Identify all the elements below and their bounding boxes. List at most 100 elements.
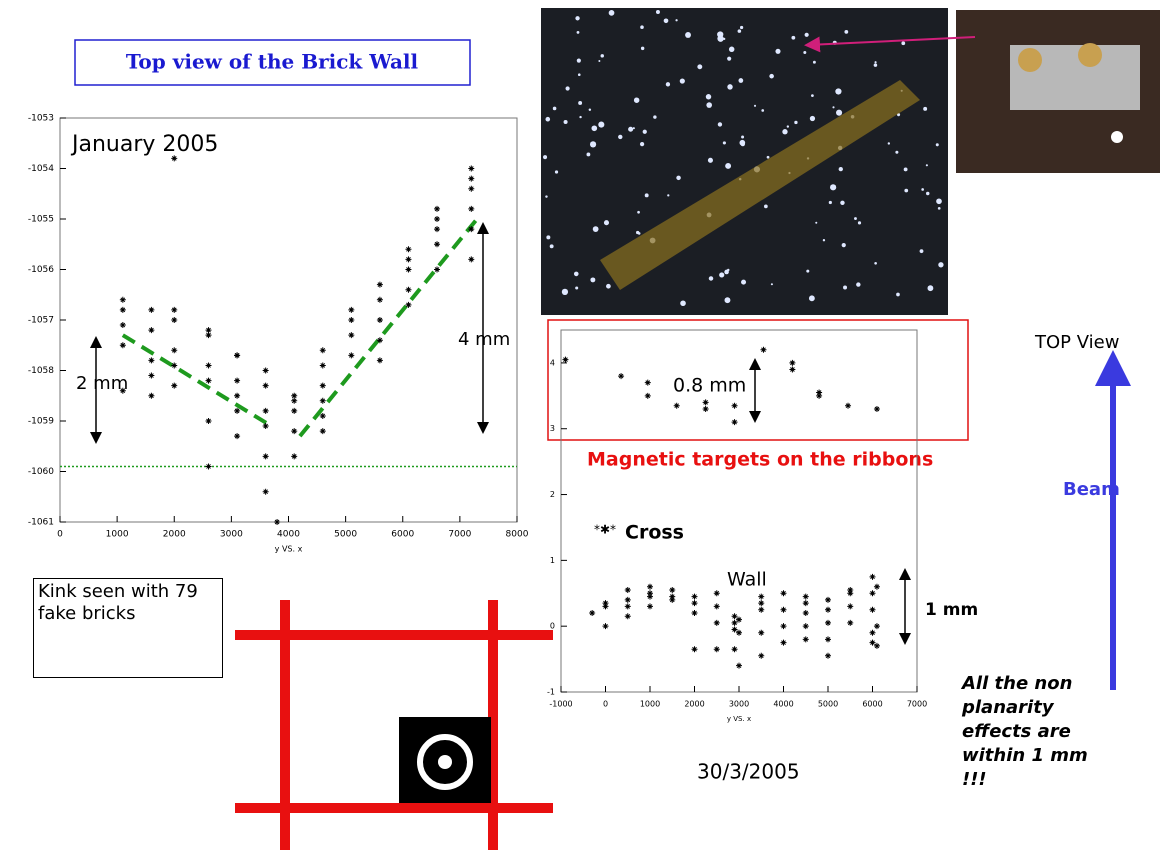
fit-line: [121, 333, 273, 428]
data-point: [736, 629, 742, 636]
data-point: [262, 453, 269, 460]
photo-light: [809, 115, 816, 122]
photo-light: [707, 157, 713, 163]
data-point: [691, 600, 698, 607]
x-tick-label: 8000: [506, 530, 529, 540]
data-point: [780, 639, 787, 646]
photo-light: [685, 32, 691, 38]
x-tick-label: 7000: [448, 530, 471, 540]
data-point: [780, 623, 787, 630]
photo-light: [923, 106, 928, 111]
data-point: [731, 619, 738, 626]
data-point: [713, 590, 720, 597]
data-point: [702, 405, 709, 412]
data-point: [702, 399, 709, 406]
data-point: [291, 428, 298, 435]
annotation: 2 mm: [76, 373, 128, 394]
photo-light: [741, 279, 747, 285]
data-point: [802, 610, 809, 617]
data-point: [348, 352, 355, 359]
data-point: [789, 366, 796, 373]
data-point: [845, 402, 852, 409]
photo-light: [606, 283, 611, 289]
photo-light: [600, 54, 604, 58]
data-point: [348, 317, 355, 323]
data-point: [847, 590, 854, 597]
data-point: [468, 256, 475, 263]
photo-light: [590, 277, 596, 283]
data-point: [234, 392, 241, 399]
photo-light: [857, 221, 862, 225]
data-point: [171, 306, 178, 313]
x-axis-label: y VS. x: [727, 715, 751, 723]
data-point: [234, 433, 241, 440]
data-point: [847, 619, 854, 626]
photo-light: [843, 285, 848, 290]
photo-light: [740, 141, 745, 147]
data-point: [731, 402, 738, 409]
data-point: [624, 613, 631, 620]
data-point: [171, 382, 178, 389]
data-point: [262, 367, 269, 374]
data-point: [825, 619, 831, 626]
photo-light: [679, 78, 685, 84]
photo-light: [770, 283, 773, 286]
x-tick-label: 6000: [862, 700, 882, 709]
photo-light: [806, 269, 810, 273]
photo-light: [903, 167, 908, 172]
data-point: [780, 606, 787, 613]
data-point: [647, 583, 653, 590]
photo-light: [628, 126, 634, 132]
data-point: [234, 352, 241, 359]
photo-light: [832, 106, 835, 109]
x-tick-label: 5000: [334, 530, 357, 540]
photo-light: [766, 155, 770, 159]
photo-beam: [600, 80, 920, 290]
photo-light: [655, 10, 660, 14]
highlight-box: [547, 319, 969, 441]
photo-light: [835, 88, 842, 95]
data-point: [847, 603, 854, 610]
data-point: [234, 377, 241, 384]
data-point: [405, 246, 412, 253]
photo-light: [642, 129, 647, 134]
x-tick-label: 2000: [684, 700, 704, 709]
data-point: [319, 397, 326, 404]
photo-light: [644, 193, 649, 198]
photo-light: [554, 170, 559, 174]
data-point: [760, 346, 767, 353]
data-point: [873, 405, 880, 412]
photo-light: [637, 210, 640, 214]
kink-note: Kink seen with 79 fake bricks: [33, 578, 223, 678]
target-ring: [417, 734, 473, 790]
photo-target-magnet: [1078, 43, 1102, 67]
data-point: [274, 519, 281, 525]
photo-light: [811, 94, 814, 98]
data-point: [376, 357, 383, 364]
data-point: [802, 600, 809, 607]
data-point: [789, 359, 796, 366]
data-point: [602, 603, 609, 610]
photo-light: [791, 35, 796, 40]
data-point: [758, 652, 765, 659]
photo-light: [549, 244, 554, 249]
data-point: [291, 453, 298, 460]
photo-light: [937, 206, 941, 210]
data-point: [119, 306, 126, 313]
photo-light: [738, 78, 744, 83]
photo-light: [575, 16, 580, 21]
y-tick-label: -1057: [28, 316, 54, 326]
photo-light: [717, 31, 724, 38]
data-point: [119, 342, 126, 349]
data-point: [319, 347, 326, 354]
data-point: [758, 593, 765, 600]
data-point: [736, 662, 742, 669]
photo-light: [828, 200, 832, 205]
data-point: [758, 600, 765, 607]
data-point: [262, 382, 269, 389]
photo-light: [938, 262, 944, 268]
photo-light: [618, 134, 623, 140]
photo-light: [565, 86, 570, 91]
y-tick-label: -1: [547, 688, 555, 697]
